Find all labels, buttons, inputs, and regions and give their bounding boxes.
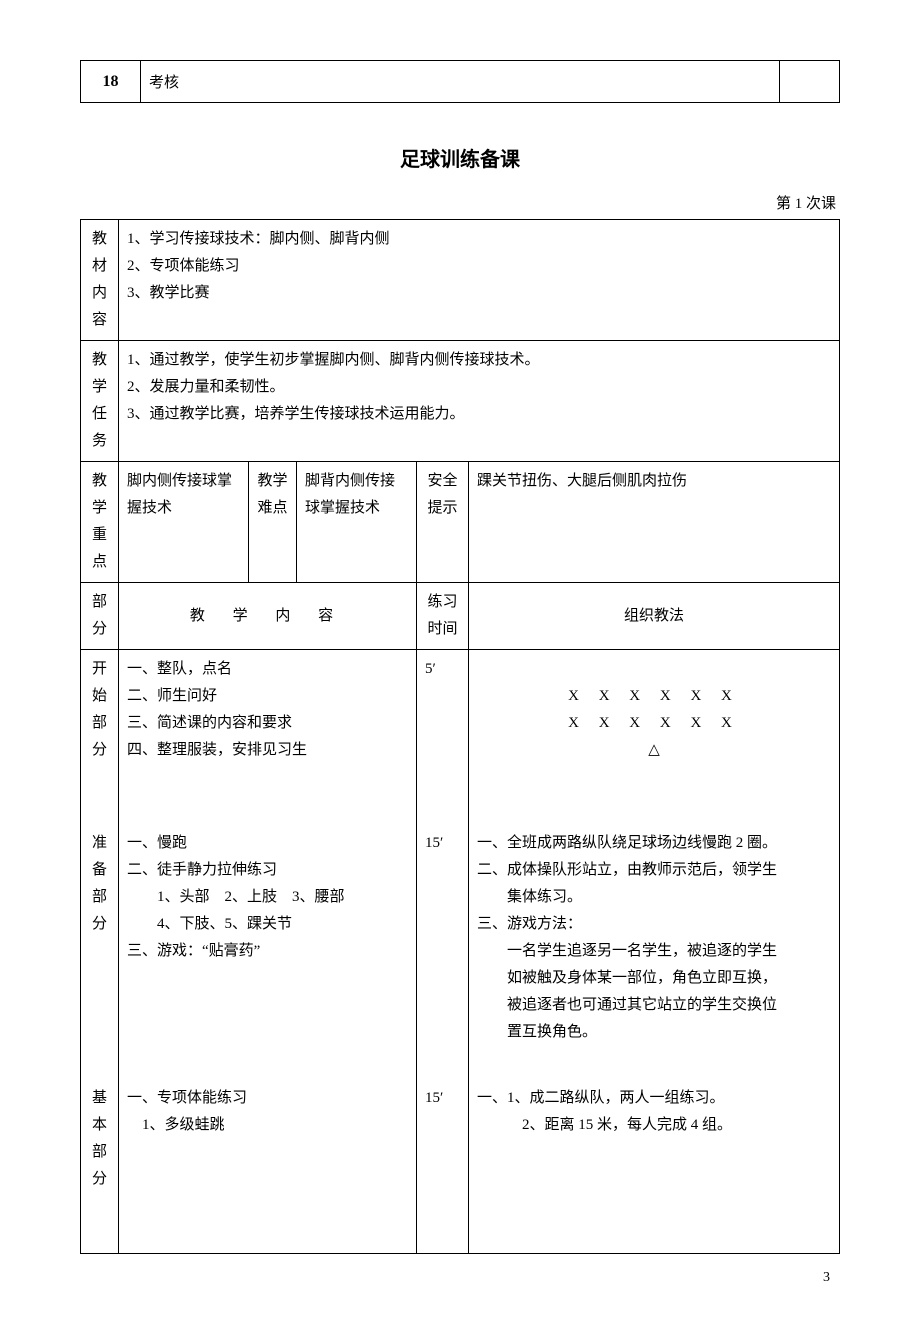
- basic-section-method: 一、1、成二路纵队，两人一组练习。 2、距离 15 米，每人完成 4 组。: [469, 1079, 840, 1254]
- basic-section-label: 基 本 部 分: [81, 1079, 119, 1254]
- prep-section-time: 15′: [417, 824, 469, 1079]
- col-content-header: 教 学 内 容: [119, 583, 417, 650]
- basic-section-content: 一、专项体能练习 1、多级蛙跳: [119, 1079, 417, 1254]
- top-schedule-row: 18 考核: [80, 60, 840, 103]
- prep-section-content: 一、慢跑 二、徒手静力拉伸练习 1、头部 2、上肢 3、腰部 4、下肢、5、踝关…: [119, 824, 417, 1079]
- open-section-time: 5′: [417, 650, 469, 825]
- keypoint-label: 教学重点: [81, 462, 119, 583]
- col-time-header: 练习时间: [417, 583, 469, 650]
- schedule-empty: [780, 61, 840, 103]
- difficulty-label: 教学难点: [249, 462, 297, 583]
- schedule-number: 18: [81, 61, 141, 103]
- keypoint-value: 脚内侧传接球掌握技术: [119, 462, 249, 583]
- page-title: 足球训练备课: [80, 143, 840, 172]
- materials-header: 教 材 内 容: [81, 220, 119, 341]
- safety-value: 踝关节扭伤、大腿后侧肌肉拉伤: [469, 462, 840, 583]
- difficulty-value: 脚背内侧传接球掌握技术: [297, 462, 417, 583]
- page-number: 3: [80, 1270, 840, 1286]
- safety-label: 安全提示: [417, 462, 469, 583]
- open-section-content: 一、整队，点名 二、师生问好 三、简述课的内容和要求 四、整理服装，安排见习生: [119, 650, 417, 825]
- lesson-plan-table: 教 材 内 容 1、学习传接球技术：脚内侧、脚背内侧 2、专项体能练习 3、教学…: [80, 219, 840, 1254]
- open-section-label: 开 始 部 分: [81, 650, 119, 825]
- basic-section-time: 15′: [417, 1079, 469, 1254]
- materials-content: 1、学习传接球技术：脚内侧、脚背内侧 2、专项体能练习 3、教学比赛: [119, 220, 840, 341]
- col-method-header: 组织教法: [469, 583, 840, 650]
- schedule-label: 考核: [141, 61, 780, 103]
- prep-section-method: 一、全班成两路纵队绕足球场边线慢跑 2 圈。 二、成体操队形站立，由教师示范后，…: [469, 824, 840, 1079]
- prep-section-label: 准 备 部 分: [81, 824, 119, 1079]
- open-section-method: X X X X X X X X X X X X △: [469, 650, 840, 825]
- tasks-content: 1、通过教学，使学生初步掌握脚内侧、脚背内侧传接球技术。 2、发展力量和柔韧性。…: [119, 341, 840, 462]
- col-section-header: 部分: [81, 583, 119, 650]
- tasks-header: 教 学 任 务: [81, 341, 119, 462]
- lesson-number: 第 1 次课: [80, 192, 840, 213]
